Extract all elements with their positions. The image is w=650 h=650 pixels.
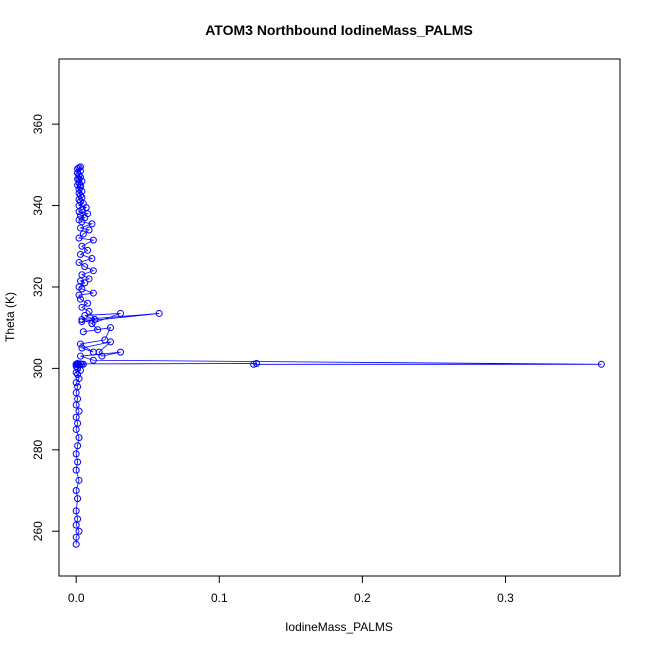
data-point — [76, 295, 84, 303]
data-layer — [72, 163, 605, 548]
data-point — [78, 344, 86, 352]
x-tick-label: 0.1 — [211, 591, 228, 605]
data-point — [78, 271, 86, 279]
x-axis-label: IodineMass_PALMS — [285, 620, 393, 634]
plot-frame — [58, 58, 621, 577]
data-point — [75, 476, 83, 484]
x-tick-label: 0.2 — [354, 591, 371, 605]
data-point — [250, 360, 258, 368]
data-point — [117, 309, 125, 317]
data-point — [75, 527, 83, 535]
data-point — [597, 360, 605, 368]
y-axis: 260 280 300 320 340 360 — [31, 114, 60, 541]
data-point — [72, 450, 80, 458]
y-tick-label: 340 — [31, 195, 45, 215]
data-point — [101, 336, 109, 344]
data-point — [76, 181, 84, 189]
data-point — [76, 352, 84, 360]
x-axis: 0.0 0.1 0.2 0.3 — [68, 575, 514, 605]
data-point — [72, 466, 80, 474]
data-point — [85, 275, 93, 283]
data-point — [72, 507, 80, 515]
data-point — [94, 326, 102, 334]
data-point — [72, 360, 80, 368]
data-point — [72, 413, 80, 421]
data-point — [84, 299, 92, 307]
chart-title: ATOM3 Northbound IodineMass_PALMS — [205, 22, 473, 38]
data-point — [78, 242, 86, 250]
data-point — [89, 348, 97, 356]
data-point — [78, 303, 86, 311]
data-point — [252, 360, 260, 367]
data-point — [155, 309, 163, 317]
data-point — [107, 324, 115, 332]
data-point — [81, 311, 89, 319]
data-point — [72, 540, 80, 548]
data-point — [75, 259, 83, 267]
data-point — [84, 246, 92, 254]
data-point — [88, 254, 96, 262]
data-point — [74, 442, 82, 450]
data-point — [89, 236, 97, 244]
x-tick-label: 0.0 — [68, 591, 85, 605]
data-point — [88, 220, 96, 228]
data-point — [74, 383, 82, 391]
data-point — [76, 360, 84, 368]
data-point — [75, 407, 83, 415]
y-tick-label: 320 — [31, 277, 45, 297]
y-tick-label: 260 — [31, 521, 45, 541]
data-point — [76, 340, 84, 348]
data-point — [117, 348, 125, 356]
data-point — [74, 458, 82, 466]
series-line — [75, 165, 602, 545]
data-point — [81, 279, 89, 287]
data-point — [81, 263, 89, 271]
y-tick-label: 360 — [31, 114, 45, 134]
data-point — [79, 230, 87, 238]
data-point — [75, 291, 83, 299]
data-point — [85, 307, 93, 315]
y-tick-label: 280 — [31, 439, 45, 459]
y-axis-label: Theta (K) — [3, 292, 17, 342]
data-point — [89, 356, 97, 364]
y-tick-label: 300 — [31, 358, 45, 378]
data-point — [79, 328, 87, 336]
data-point — [72, 487, 80, 495]
data-point — [74, 495, 82, 503]
x-tick-label: 0.3 — [497, 591, 514, 605]
data-point — [76, 250, 84, 258]
data-point — [91, 316, 99, 324]
data-point — [76, 163, 84, 171]
data-point — [75, 234, 83, 242]
data-point — [89, 267, 97, 275]
data-point — [72, 533, 80, 541]
data-point — [74, 515, 82, 523]
data-point — [78, 318, 86, 326]
data-point — [75, 375, 83, 383]
data-point — [75, 434, 83, 442]
data-point — [89, 289, 97, 297]
data-point — [85, 226, 93, 234]
